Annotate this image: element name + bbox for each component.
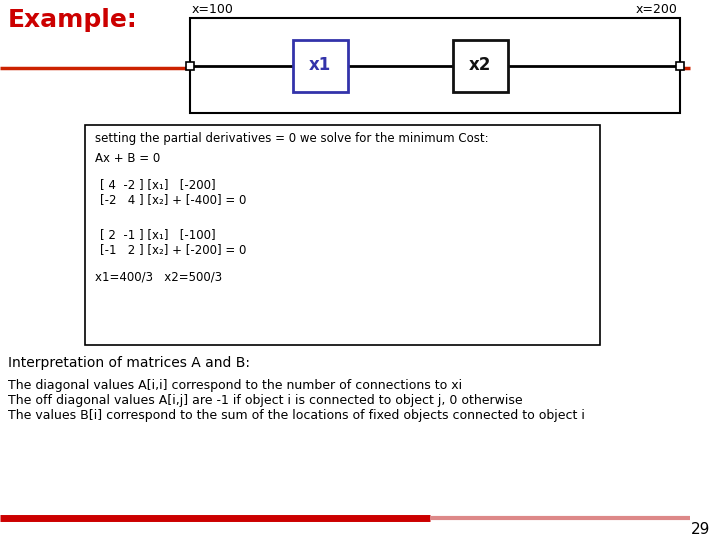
Text: The off diagonal values A[i,j] are -1 if object i is connected to object j, 0 ot: The off diagonal values A[i,j] are -1 if… [8, 394, 523, 407]
Bar [676, 62, 684, 70]
Text: x1=400/3   x2=500/3: x1=400/3 x2=500/3 [95, 270, 222, 283]
Bar [316, 62, 324, 70]
Bar [452, 39, 508, 91]
Text: x2: x2 [469, 57, 491, 75]
Text: [ 4  -2 ] [x₁]   [-200]: [ 4 -2 ] [x₁] [-200] [100, 178, 215, 191]
Text: The values B[i] correspond to the sum of the locations of fixed objects connecte: The values B[i] correspond to the sum of… [8, 409, 585, 422]
Bar [186, 62, 194, 70]
Text: 29: 29 [690, 522, 710, 537]
Text: x1: x1 [309, 57, 331, 75]
Bar [85, 125, 600, 345]
Text: The diagonal values A[i,i] correspond to the number of connections to xi: The diagonal values A[i,i] correspond to… [8, 379, 462, 392]
Text: [-2   4 ] [x₂] + [-400] = 0: [-2 4 ] [x₂] + [-400] = 0 [100, 193, 246, 206]
Text: Interpretation of matrices A and B:: Interpretation of matrices A and B: [8, 356, 250, 370]
Text: [-1   2 ] [x₂] + [-200] = 0: [-1 2 ] [x₂] + [-200] = 0 [100, 243, 246, 256]
Text: x=200: x=200 [636, 3, 678, 16]
Text: x=100: x=100 [192, 3, 234, 16]
Text: setting the partial derivatives = 0 we solve for the minimum Cost:: setting the partial derivatives = 0 we s… [95, 132, 489, 145]
Bar [292, 39, 348, 91]
Text: Ax + B = 0: Ax + B = 0 [95, 152, 161, 165]
Bar [190, 18, 680, 113]
Bar [476, 62, 484, 70]
Text: Example:: Example: [8, 8, 138, 32]
Text: [ 2  -1 ] [x₁]   [-100]: [ 2 -1 ] [x₁] [-100] [100, 228, 215, 241]
